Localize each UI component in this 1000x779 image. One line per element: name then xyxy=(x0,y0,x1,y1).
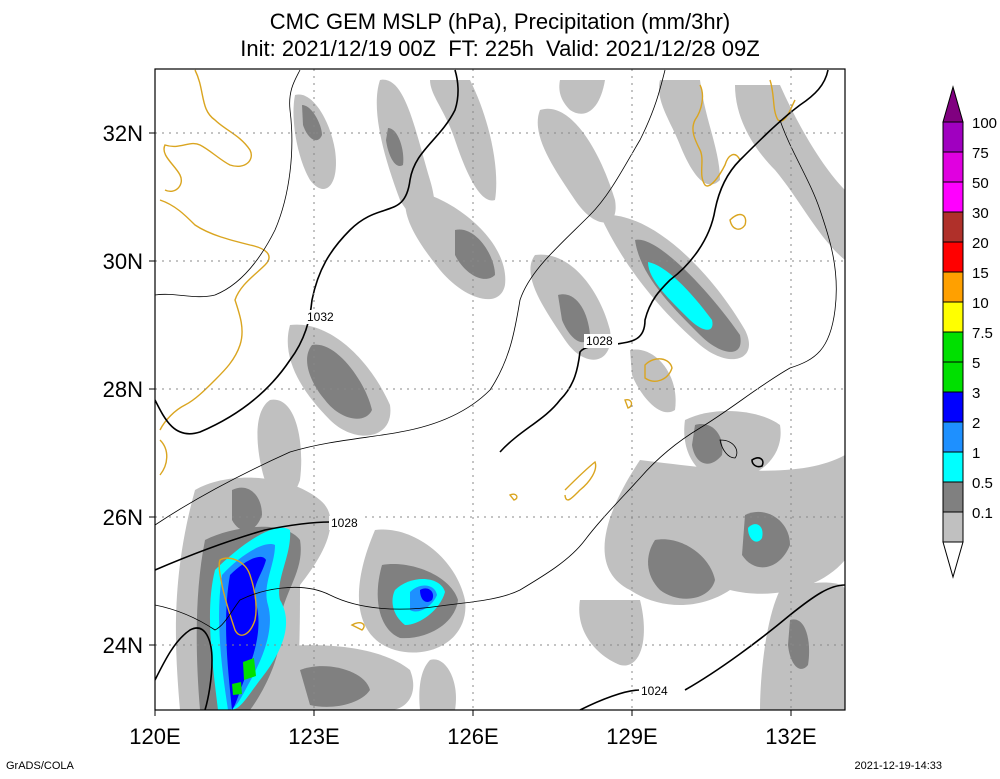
colorbar-label-3: 3 xyxy=(972,385,980,402)
lon-label-120e: 120E xyxy=(129,724,180,749)
isobars xyxy=(155,69,845,710)
isobar-label-1028-east: 1028 xyxy=(586,334,613,348)
lat-lon-grid xyxy=(155,69,845,710)
colorbar-label-20: 20 xyxy=(972,235,989,252)
lat-label-32n: 32N xyxy=(103,121,143,146)
colorbar-label-0-1: 0.1 xyxy=(972,505,993,522)
colorbar-label-7-5: 7.5 xyxy=(972,325,993,342)
isobar-label-1028-west: 1028 xyxy=(331,516,358,530)
lon-label-126e: 126E xyxy=(447,724,498,749)
isobar-label-1032: 1032 xyxy=(307,310,334,324)
lat-label-28n: 28N xyxy=(103,377,143,402)
footer-timestamp: 2021-12-19-14:33 xyxy=(854,760,942,772)
colorbar-label-100: 100 xyxy=(972,115,997,132)
lat-label-24n: 24N xyxy=(103,633,143,658)
lon-label-129e: 129E xyxy=(606,724,657,749)
lon-label-132e: 132E xyxy=(765,724,816,749)
precip-green xyxy=(232,658,256,695)
colorbar-label-1: 1 xyxy=(972,445,980,462)
colorbar-label-75: 75 xyxy=(972,145,989,162)
coastlines xyxy=(159,69,796,636)
lon-label-123e: 123E xyxy=(288,724,339,749)
colorbar-bottom-triangle xyxy=(942,541,964,579)
footer-credit: GrADS/COLA xyxy=(6,760,74,772)
colorbar-label-30: 30 xyxy=(972,205,989,222)
colorbar-label-10: 10 xyxy=(972,295,989,312)
colorbar-label-5: 5 xyxy=(972,355,980,372)
lat-label-30n: 30N xyxy=(103,249,143,274)
lat-label-26n: 26N xyxy=(103,505,143,530)
axis-ticks xyxy=(149,132,792,716)
colorbar-label-50: 50 xyxy=(972,175,989,192)
colorbar-label-2: 2 xyxy=(972,415,980,432)
colorbar xyxy=(942,85,964,579)
chart-title-line2: Init: 2021/12/19 00Z FT: 225h Valid: 202… xyxy=(240,36,760,61)
colorbar-label-0-5: 0.5 xyxy=(972,475,993,492)
colorbar-label-15: 15 xyxy=(972,265,989,282)
isobar-label-1024: 1024 xyxy=(641,684,668,698)
chart-title-line1: CMC GEM MSLP (hPa), Precipitation (mm/3h… xyxy=(269,9,731,34)
